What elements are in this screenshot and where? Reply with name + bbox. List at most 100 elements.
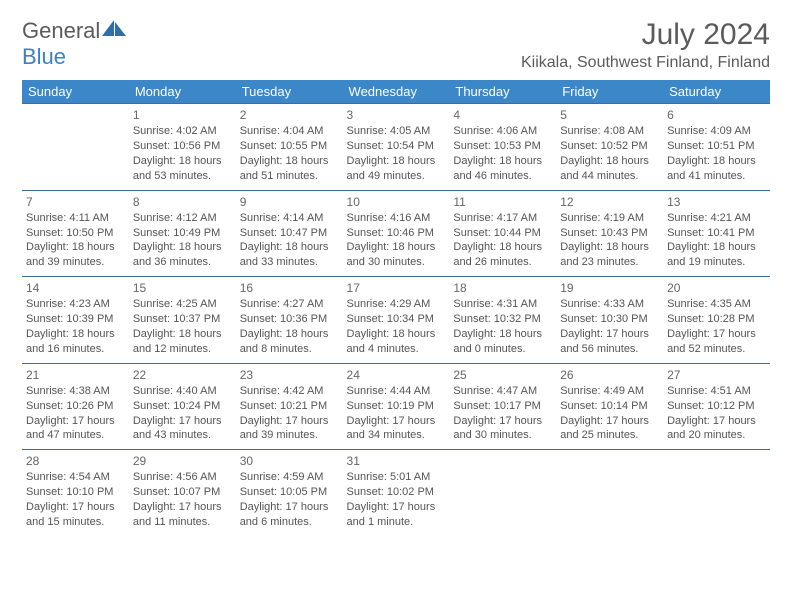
daylight-line: Daylight: 17 hours and 34 minutes.: [347, 414, 446, 444]
calendar-cell: 23Sunrise: 4:42 AMSunset: 10:21 PMDaylig…: [236, 363, 343, 450]
day-number: 4: [453, 107, 552, 123]
sunrise-line: Sunrise: 4:29 AM: [347, 297, 446, 312]
sunrise-line: Sunrise: 4:38 AM: [26, 384, 125, 399]
daylight-line: Daylight: 17 hours and 1 minute.: [347, 500, 446, 530]
daylight-line: Daylight: 18 hours and 41 minutes.: [667, 154, 766, 184]
logo-general: General: [22, 18, 100, 43]
sunset-line: Sunset: 10:07 PM: [133, 485, 232, 500]
sunset-line: Sunset: 10:02 PM: [347, 485, 446, 500]
day-number: 9: [240, 194, 339, 210]
sunset-line: Sunset: 10:41 PM: [667, 226, 766, 241]
day-number: 13: [667, 194, 766, 210]
sunset-line: Sunset: 10:24 PM: [133, 399, 232, 414]
sunrise-line: Sunrise: 4:35 AM: [667, 297, 766, 312]
sunrise-line: Sunrise: 4:49 AM: [560, 384, 659, 399]
day-header-row: SundayMondayTuesdayWednesdayThursdayFrid…: [22, 80, 770, 104]
sunset-line: Sunset: 10:05 PM: [240, 485, 339, 500]
calendar-cell: [449, 450, 556, 536]
daylight-line: Daylight: 18 hours and 19 minutes.: [667, 240, 766, 270]
daylight-line: Daylight: 18 hours and 8 minutes.: [240, 327, 339, 357]
day-number: 11: [453, 194, 552, 210]
calendar-cell: 8Sunrise: 4:12 AMSunset: 10:49 PMDayligh…: [129, 190, 236, 277]
day-number: 23: [240, 367, 339, 383]
sunset-line: Sunset: 10:28 PM: [667, 312, 766, 327]
calendar-cell: 7Sunrise: 4:11 AMSunset: 10:50 PMDayligh…: [22, 190, 129, 277]
calendar-cell: 11Sunrise: 4:17 AMSunset: 10:44 PMDaylig…: [449, 190, 556, 277]
sunset-line: Sunset: 10:17 PM: [453, 399, 552, 414]
sunset-line: Sunset: 10:36 PM: [240, 312, 339, 327]
calendar-cell: 28Sunrise: 4:54 AMSunset: 10:10 PMDaylig…: [22, 450, 129, 536]
day-number: 30: [240, 453, 339, 469]
sunrise-line: Sunrise: 4:56 AM: [133, 470, 232, 485]
calendar-table: SundayMondayTuesdayWednesdayThursdayFrid…: [22, 80, 770, 536]
calendar-cell: [663, 450, 770, 536]
day-number: 31: [347, 453, 446, 469]
sunset-line: Sunset: 10:26 PM: [26, 399, 125, 414]
daylight-line: Daylight: 18 hours and 26 minutes.: [453, 240, 552, 270]
calendar-row: 1Sunrise: 4:02 AMSunset: 10:56 PMDayligh…: [22, 104, 770, 191]
calendar-cell: 31Sunrise: 5:01 AMSunset: 10:02 PMDaylig…: [343, 450, 450, 536]
calendar-cell: [22, 104, 129, 191]
sunset-line: Sunset: 10:32 PM: [453, 312, 552, 327]
sunrise-line: Sunrise: 4:42 AM: [240, 384, 339, 399]
logo-text: General Blue: [22, 18, 128, 70]
sunrise-line: Sunrise: 4:11 AM: [26, 211, 125, 226]
sunset-line: Sunset: 10:50 PM: [26, 226, 125, 241]
sunrise-line: Sunrise: 4:02 AM: [133, 124, 232, 139]
daylight-line: Daylight: 17 hours and 30 minutes.: [453, 414, 552, 444]
day-number: 24: [347, 367, 446, 383]
day-number: 25: [453, 367, 552, 383]
calendar-cell: 2Sunrise: 4:04 AMSunset: 10:55 PMDayligh…: [236, 104, 343, 191]
sunset-line: Sunset: 10:39 PM: [26, 312, 125, 327]
calendar-body: 1Sunrise: 4:02 AMSunset: 10:56 PMDayligh…: [22, 104, 770, 536]
calendar-cell: 15Sunrise: 4:25 AMSunset: 10:37 PMDaylig…: [129, 277, 236, 364]
day-number: 21: [26, 367, 125, 383]
sunset-line: Sunset: 10:56 PM: [133, 139, 232, 154]
daylight-line: Daylight: 18 hours and 30 minutes.: [347, 240, 446, 270]
day-number: 15: [133, 280, 232, 296]
title-block: July 2024 Kiikala, Southwest Finland, Fi…: [521, 18, 770, 72]
daylight-line: Daylight: 18 hours and 46 minutes.: [453, 154, 552, 184]
daylight-line: Daylight: 18 hours and 4 minutes.: [347, 327, 446, 357]
logo: General Blue: [22, 18, 128, 70]
day-number: 5: [560, 107, 659, 123]
sunrise-line: Sunrise: 4:33 AM: [560, 297, 659, 312]
calendar-cell: 13Sunrise: 4:21 AMSunset: 10:41 PMDaylig…: [663, 190, 770, 277]
day-header: Thursday: [449, 80, 556, 104]
calendar-row: 21Sunrise: 4:38 AMSunset: 10:26 PM Daylig…: [22, 363, 770, 450]
daylight-line: Daylight: 17 hours and 39 minutes.: [240, 414, 339, 444]
daylight-line: Daylight: 18 hours and 51 minutes.: [240, 154, 339, 184]
day-header: Friday: [556, 80, 663, 104]
day-number: 14: [26, 280, 125, 296]
calendar-cell: 24Sunrise: 4:44 AMSunset: 10:19 PMDaylig…: [343, 363, 450, 450]
sunset-line: Sunset: 10:55 PM: [240, 139, 339, 154]
sunrise-line: Sunrise: 5:01 AM: [347, 470, 446, 485]
sunrise-line: Sunrise: 4:06 AM: [453, 124, 552, 139]
daylight-line: Daylight: 18 hours and 33 minutes.: [240, 240, 339, 270]
day-number: 29: [133, 453, 232, 469]
daylight-line: Daylight: 17 hours and 15 minutes.: [26, 500, 125, 530]
day-number: 8: [133, 194, 232, 210]
sunrise-line: Sunrise: 4:19 AM: [560, 211, 659, 226]
sunset-line: Sunset: 10:49 PM: [133, 226, 232, 241]
sunset-line: Sunset: 10:14 PM: [560, 399, 659, 414]
location: Kiikala, Southwest Finland, Finland: [521, 54, 770, 72]
day-number: 20: [667, 280, 766, 296]
sunrise-line: Sunrise: 4:16 AM: [347, 211, 446, 226]
sunset-line: Sunset: 10:19 PM: [347, 399, 446, 414]
calendar-cell: 22Sunrise: 4:40 AMSunset: 10:24 PMDaylig…: [129, 363, 236, 450]
sunset-line: Sunset: 10:46 PM: [347, 226, 446, 241]
daylight-line: Daylight: 17 hours and 56 minutes.: [560, 327, 659, 357]
daylight-line: Daylight: 18 hours and 0 minutes.: [453, 327, 552, 357]
day-header: Wednesday: [343, 80, 450, 104]
day-number: 28: [26, 453, 125, 469]
day-header: Saturday: [663, 80, 770, 104]
calendar-cell: 29Sunrise: 4:56 AMSunset: 10:07 PMDaylig…: [129, 450, 236, 536]
daylight-line: Daylight: 18 hours and 12 minutes.: [133, 327, 232, 357]
calendar-cell: 4Sunrise: 4:06 AMSunset: 10:53 PMDayligh…: [449, 104, 556, 191]
logo-blue: Blue: [22, 44, 66, 69]
sunset-line: Sunset: 10:54 PM: [347, 139, 446, 154]
calendar-cell: 12Sunrise: 4:19 AMSunset: 10:43 PMDaylig…: [556, 190, 663, 277]
daylight-line: Daylight: 18 hours and 44 minutes.: [560, 154, 659, 184]
calendar-cell: 27Sunrise: 4:51 AMSunset: 10:12 PMDaylig…: [663, 363, 770, 450]
